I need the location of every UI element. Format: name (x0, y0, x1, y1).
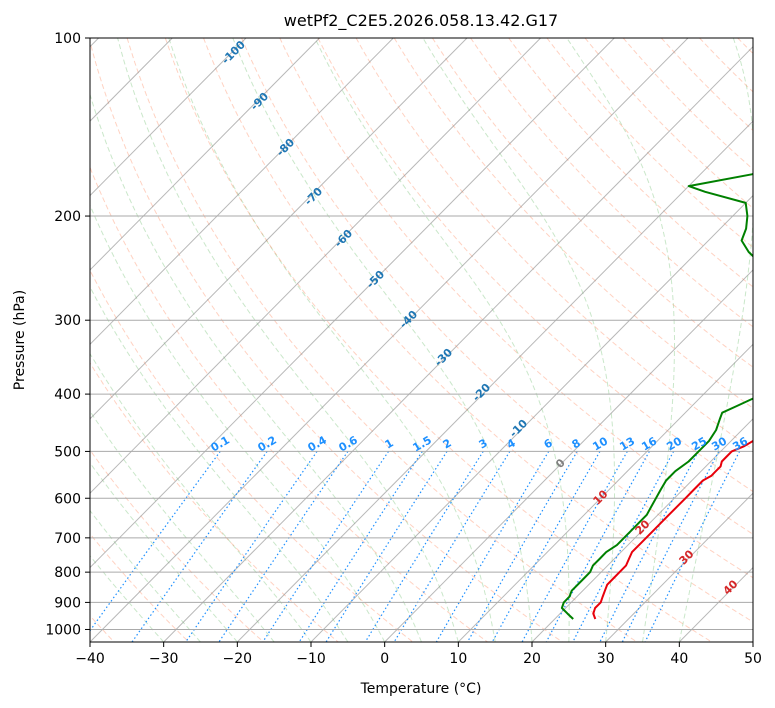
y-tick-label: 500 (54, 444, 81, 460)
mixing-ratio-line (572, 451, 675, 642)
dry-adiabat (164, 38, 712, 642)
isotherm-line (310, 194, 753, 642)
plot-area (90, 38, 753, 642)
dry-adiabat (90, 39, 563, 642)
chart-title: wetPf2_C2E5.2026.058.13.42.G17 (284, 11, 558, 31)
dewpoint-profile (560, 172, 753, 620)
x-tick-label: 50 (744, 651, 762, 667)
y-axis-title: Pressure (hPa) (12, 290, 28, 390)
x-tick-label: 0 (380, 651, 389, 667)
mixing-ratio-line (545, 451, 650, 642)
mixing-ratio-line (521, 451, 628, 642)
moist-adiabat (566, 38, 675, 642)
moist-adiabat (232, 38, 533, 642)
isotherm-line (90, 38, 615, 569)
moist-adiabat (90, 509, 201, 642)
moist-adiabat (90, 204, 386, 642)
y-tick-label: 700 (54, 531, 81, 547)
isotherm-line (457, 343, 753, 642)
mixing-ratio-line (621, 451, 720, 642)
mixing-ratio-line (262, 451, 389, 642)
isotherm-line (163, 45, 753, 642)
moist-adiabat (314, 38, 570, 642)
dry-adiabat (203, 38, 753, 623)
mixing-ratio-line (491, 451, 601, 642)
isotherm-line (384, 269, 753, 642)
x-tick-label: 40 (670, 651, 688, 667)
mixing-ratio-line (466, 451, 578, 642)
dry-adiabat (90, 533, 190, 642)
plot-frame (89, 37, 754, 643)
mixing-ratio-line (644, 451, 741, 642)
x-tick-label: −20 (223, 651, 253, 667)
x-tick-label: 20 (523, 651, 541, 667)
y-tick-label: 400 (54, 387, 81, 403)
x-tick-label: −30 (149, 651, 179, 667)
isotherm-line (605, 492, 753, 642)
mixing-ratio-line (185, 451, 318, 642)
y-tick-label: 1000 (45, 622, 81, 638)
isotherm-line (90, 38, 247, 197)
y-tick-label: 200 (54, 209, 81, 225)
dry-adiabat (90, 165, 488, 642)
mixing-ratio-line (131, 451, 268, 642)
mixing-ratio-line (393, 451, 511, 642)
x-axis-title: Temperature (°C) (360, 681, 482, 697)
isotherm-line (531, 418, 753, 642)
y-tick-label: 600 (54, 491, 81, 507)
y-tick-label: 800 (54, 565, 81, 581)
y-tick-label: 300 (54, 313, 81, 329)
dry-adiabat (90, 449, 264, 642)
y-tick-label: 900 (54, 595, 81, 611)
dry-adiabat (241, 38, 753, 579)
isotherm-line (90, 38, 689, 642)
isotherm-line (90, 38, 394, 346)
x-tick-label: −40 (75, 651, 105, 667)
isotherm-line (236, 120, 753, 642)
mixing-ratio-line (364, 451, 484, 642)
isotherm-line (90, 38, 541, 494)
moist-adiabat (168, 38, 496, 642)
dry-adiabat (126, 38, 638, 642)
dry-adiabat (90, 362, 339, 642)
isotherm-line (90, 38, 468, 420)
moist-adiabat (117, 38, 459, 642)
axes: −40 −30 −20 −10 0 10 20 30 40 50 100 200 300 400 500 60… (45, 31, 762, 667)
x-tick-label: 10 (449, 651, 467, 667)
mixing-ratio-line (599, 451, 699, 642)
moist-adiabat (678, 38, 753, 642)
temperature-profile (592, 439, 753, 620)
background-lines (90, 38, 753, 642)
mixing-ratio-line (218, 451, 349, 642)
moist-adiabat (422, 38, 616, 642)
moist-adiabat (90, 285, 349, 642)
moist-adiabat (90, 555, 165, 642)
x-tick-label: −10 (296, 651, 326, 667)
moist-adiabat (90, 462, 238, 642)
y-tick-label: 100 (54, 31, 81, 47)
x-tick-label: 30 (597, 651, 615, 667)
isotherm-line (90, 38, 320, 271)
profile-lines (560, 172, 753, 620)
dry-adiabat (317, 38, 753, 493)
